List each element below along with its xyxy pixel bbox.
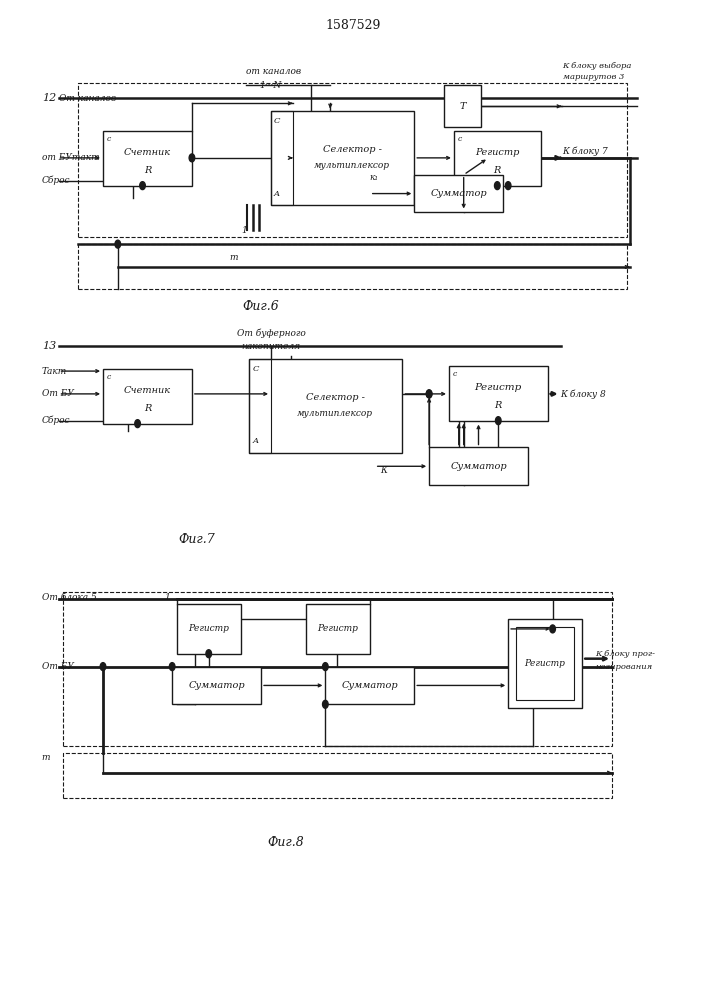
Text: К блоку выбора: К блоку выбора	[563, 62, 632, 70]
Text: Фиг.8: Фиг.8	[267, 836, 304, 849]
Text: К блоку 7: К блоку 7	[563, 146, 608, 156]
Bar	[103, 131, 192, 186]
Circle shape	[206, 650, 211, 658]
Bar	[444, 85, 481, 127]
Text: c: c	[107, 135, 111, 143]
Text: c: c	[452, 370, 457, 378]
Text: накопителя: накопителя	[241, 342, 300, 351]
Bar	[64, 592, 612, 746]
Text: c: c	[107, 373, 111, 381]
Bar	[449, 366, 548, 421]
Circle shape	[135, 420, 141, 428]
Text: Счетник: Счетник	[124, 386, 171, 395]
Text: к₁: к₁	[370, 173, 379, 182]
Bar	[78, 83, 626, 237]
Text: К блоку 8: К блоку 8	[561, 389, 607, 399]
Text: m: m	[230, 253, 238, 262]
Text: Селектор -: Селектор -	[322, 145, 382, 154]
Text: C: C	[274, 117, 280, 125]
Text: Регистр: Регистр	[475, 148, 520, 157]
Circle shape	[496, 417, 501, 425]
Bar	[305, 604, 370, 654]
Circle shape	[189, 154, 194, 162]
Bar	[454, 131, 541, 186]
Text: От блока 5: От блока 5	[42, 593, 96, 602]
Text: A: A	[274, 190, 280, 198]
Text: мультиплексор: мультиплексор	[297, 409, 373, 418]
Circle shape	[100, 663, 106, 671]
Text: R: R	[144, 166, 151, 175]
Text: Сумматор: Сумматор	[431, 189, 487, 198]
Bar	[429, 447, 528, 485]
Bar	[271, 111, 414, 205]
Circle shape	[506, 182, 511, 190]
Circle shape	[115, 240, 121, 248]
Text: 1···N: 1···N	[259, 81, 281, 90]
Bar	[103, 369, 192, 424]
Text: Счетник: Счетник	[124, 148, 171, 157]
Text: от БУтакт: от БУтакт	[42, 153, 100, 162]
Text: Сумматор: Сумматор	[450, 462, 507, 471]
Text: Такт: Такт	[42, 367, 67, 376]
Text: 1: 1	[241, 226, 247, 235]
Text: R: R	[144, 404, 151, 413]
Text: Регистр: Регистр	[188, 624, 229, 633]
Bar	[64, 753, 612, 798]
Text: Регистр: Регистр	[474, 383, 522, 392]
Circle shape	[322, 700, 328, 708]
Circle shape	[170, 663, 175, 671]
Bar	[414, 175, 503, 212]
Text: Фиг.7: Фиг.7	[178, 533, 215, 546]
Text: Фиг.6: Фиг.6	[243, 300, 279, 313]
Text: Регистр: Регистр	[525, 659, 565, 668]
Text: Сброс: Сброс	[42, 176, 70, 185]
Text: 1587529: 1587529	[325, 19, 380, 32]
Bar	[508, 619, 583, 708]
Text: 1: 1	[164, 593, 170, 602]
Circle shape	[426, 390, 432, 398]
Text: Регистр: Регистр	[317, 624, 358, 633]
Circle shape	[494, 182, 500, 190]
Bar	[325, 667, 414, 704]
Text: T: T	[460, 102, 466, 111]
Bar	[516, 627, 574, 700]
Text: m: m	[42, 753, 50, 762]
Text: Сброс: Сброс	[42, 416, 70, 425]
Text: Сумматор: Сумматор	[341, 681, 398, 690]
Bar	[250, 359, 402, 453]
Text: нозирования: нозирования	[595, 663, 653, 671]
Text: R: R	[493, 166, 501, 175]
Text: 12: 12	[42, 93, 56, 103]
Text: C: C	[252, 365, 259, 373]
Circle shape	[140, 182, 146, 190]
Text: От БУ: От БУ	[42, 662, 74, 671]
Text: От каналов: От каналов	[59, 94, 116, 103]
Circle shape	[322, 663, 328, 671]
Text: К: К	[380, 466, 387, 475]
Bar	[271, 111, 293, 205]
Circle shape	[426, 390, 432, 398]
Bar	[250, 359, 271, 453]
Circle shape	[550, 625, 556, 633]
Text: R: R	[495, 401, 502, 410]
Text: От буферного: От буферного	[237, 329, 305, 338]
Text: Селектор -: Селектор -	[306, 393, 365, 402]
Text: от каналов: от каналов	[246, 67, 301, 76]
Text: От БУ: От БУ	[42, 389, 74, 398]
Text: мультиплексор: мультиплексор	[314, 161, 390, 170]
Text: маршрутов 3: маршрутов 3	[563, 73, 624, 81]
Bar	[177, 604, 241, 654]
Text: Сумматор: Сумматор	[188, 681, 245, 690]
Text: c: c	[457, 135, 462, 143]
Bar	[78, 244, 626, 289]
Bar	[173, 667, 261, 704]
Text: A: A	[252, 437, 258, 445]
Text: К блоку прог-: К блоку прог-	[595, 650, 655, 658]
Text: 13: 13	[42, 341, 56, 351]
